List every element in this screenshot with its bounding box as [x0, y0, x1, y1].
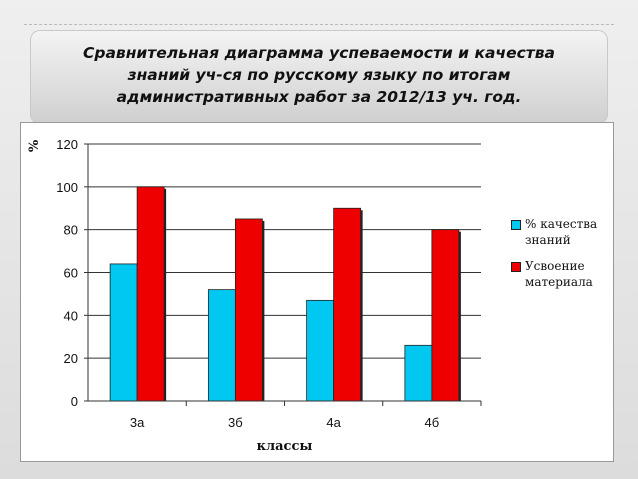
x-tick-label: 4а — [326, 415, 341, 430]
bar-mastery — [333, 207, 362, 402]
bar-mastery — [431, 229, 460, 402]
legend-swatch-mastery — [511, 262, 521, 272]
slide-border — [24, 24, 614, 25]
legend-item-quality: % качества знаний — [511, 216, 608, 248]
x-tick-label: 3б — [228, 415, 243, 430]
bar-quality — [207, 289, 236, 402]
bar-mastery — [136, 186, 165, 402]
y-axis-title: % — [27, 139, 42, 152]
x-axis-title: классы — [257, 439, 313, 454]
bar-quality — [404, 344, 433, 402]
slide-title: Сравнительная диаграмма успеваемости и к… — [82, 44, 556, 106]
y-tick-label: 40 — [64, 308, 78, 323]
y-tick-label: 80 — [64, 223, 78, 238]
bar-quality — [109, 263, 138, 402]
legend-label-mastery: Усвоение материала — [525, 259, 593, 289]
y-tick-label: 60 — [64, 266, 78, 281]
legend-label-quality: % качества знаний — [525, 217, 598, 247]
title-band — [30, 30, 608, 124]
x-tick-label: 3а — [130, 415, 145, 430]
legend-swatch-quality — [511, 220, 521, 230]
y-tick-label: 0 — [71, 394, 78, 409]
y-tick-label: 100 — [56, 180, 78, 195]
x-tick-label: 4б — [425, 415, 440, 430]
bar-mastery — [234, 218, 263, 402]
y-tick-label: 20 — [64, 351, 78, 366]
chart-legend: % качества знаний Усвоение материала — [511, 216, 608, 300]
bar-quality — [306, 299, 335, 402]
y-tick-label: 120 — [56, 137, 78, 152]
legend-item-mastery: Усвоение материала — [511, 258, 608, 290]
